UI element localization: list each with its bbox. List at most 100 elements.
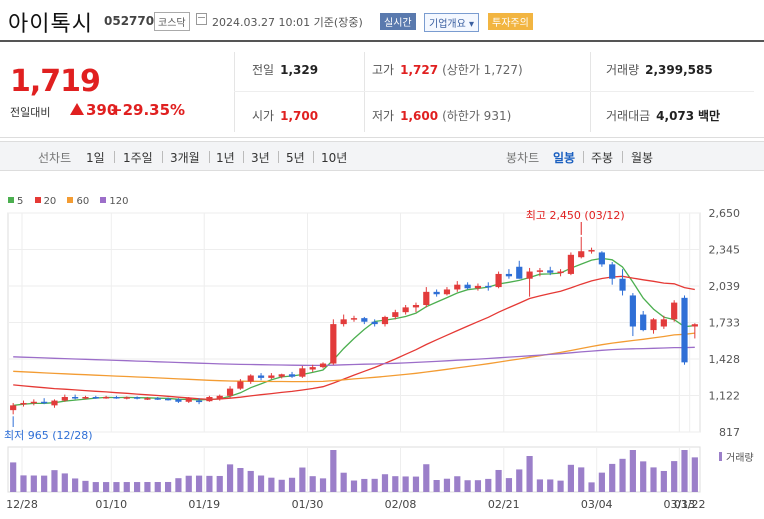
volume-bar <box>505 478 513 492</box>
volume-bar <box>237 468 244 492</box>
candle-body <box>598 252 605 265</box>
price-panel: 1,719 전일대비 390 +29.35% 전일 1,329 고가 1,727 (상… <box>0 44 764 138</box>
current-price: 1,719 <box>10 64 101 99</box>
y-tick-label: 1,733 <box>709 317 741 330</box>
volume-bar <box>547 479 554 492</box>
period-1y[interactable]: 1년 <box>216 151 235 165</box>
candle-body <box>640 314 647 331</box>
candle-body <box>61 396 68 401</box>
volume-bar <box>309 476 316 492</box>
stat-volume: 거래량 2,399,585 <box>606 63 713 77</box>
volume-bar <box>526 456 533 492</box>
candle-chart-label: 봉차트 <box>506 151 540 165</box>
volume-bar <box>412 476 420 492</box>
candle-daily[interactable]: 일봉 <box>553 151 576 165</box>
legend-ma60: 60 <box>67 196 89 207</box>
candle-body <box>474 285 482 289</box>
candle-body <box>154 398 161 400</box>
period-5y[interactable]: 5년 <box>286 151 305 165</box>
candle-body <box>392 312 399 317</box>
candle-body <box>671 302 678 320</box>
volume-bar <box>330 450 337 492</box>
volume-bar <box>681 450 688 492</box>
candle-body <box>443 289 451 295</box>
volume-bar <box>381 474 389 492</box>
period-1d[interactable]: 1일 <box>86 151 105 165</box>
divider <box>313 151 314 163</box>
candle-body <box>433 291 440 295</box>
volume-bar <box>113 482 120 492</box>
ma60-line <box>13 332 695 383</box>
period-bar: 선차트 1일 1주일 3개월 1년 3년 5년 10년 봉차트 일봉 주봉 월봉 <box>0 141 764 171</box>
volume-bar <box>402 476 409 492</box>
ma-legend: 5 20 60 120 <box>8 196 137 207</box>
company-overview-button[interactable]: 기업개요 ▾ <box>424 13 479 32</box>
stat-low: 저가 1,600 (하한가 931) <box>372 109 512 123</box>
divider <box>162 151 163 163</box>
candle-body <box>485 285 492 288</box>
candle-body <box>516 266 523 279</box>
volume-bar <box>629 450 636 492</box>
candle-body <box>361 318 368 322</box>
x-tick-label: 02/08 <box>385 498 417 511</box>
volume-bar <box>319 478 327 492</box>
volume-bar <box>51 470 58 492</box>
volume-bar <box>278 479 285 492</box>
volume-bar <box>247 470 254 492</box>
stat-open: 시가 1,700 <box>252 109 319 123</box>
volume-bar <box>41 475 48 492</box>
candle-body <box>423 291 430 305</box>
x-tick-label: 02/21 <box>488 498 520 511</box>
candle-body <box>278 374 285 377</box>
volume-bar <box>10 462 17 492</box>
volume-bar <box>392 476 399 492</box>
volume-bar <box>185 475 192 492</box>
volume-bar <box>671 461 678 492</box>
volume-legend-swatch <box>719 452 722 461</box>
candle-body <box>619 278 626 291</box>
x-tick-label: 12/28 <box>6 498 38 511</box>
candle-body <box>319 363 327 368</box>
low-annotation: 최저 965 (12/28) <box>4 429 93 442</box>
divider <box>243 151 244 163</box>
volume-bar <box>144 482 151 492</box>
investment-warning-badge: 투자주의 <box>488 13 533 30</box>
candle-body <box>247 375 254 382</box>
candle-body <box>402 307 409 313</box>
candle-body <box>371 321 378 325</box>
volume-bar <box>350 480 358 492</box>
y-tick-label: 1,122 <box>709 390 741 403</box>
volume-bar <box>20 475 27 492</box>
candle-body <box>330 324 337 364</box>
period-10y[interactable]: 10년 <box>321 151 348 165</box>
divider <box>234 91 754 92</box>
up-triangle-icon <box>70 103 84 115</box>
candle-body <box>103 396 110 399</box>
candle-body <box>237 381 244 389</box>
volume-bar <box>226 464 234 492</box>
volume-bar <box>454 476 461 492</box>
candle-body <box>299 368 306 377</box>
volume-bar <box>423 464 430 492</box>
candle-body <box>505 273 513 277</box>
candle-body <box>526 271 533 279</box>
divider <box>209 151 210 163</box>
realtime-button[interactable]: 실시간 <box>380 13 416 30</box>
candle-monthly[interactable]: 월봉 <box>631 151 654 165</box>
candle-body <box>268 375 275 378</box>
volume-bar <box>195 475 203 492</box>
volume-bar <box>30 475 37 492</box>
stock-header: 아이톡시 052770 코스닥 2024.03.27 10:01 기준(장중) … <box>0 0 764 42</box>
candle-body <box>92 396 99 399</box>
candle-weekly[interactable]: 주봉 <box>591 151 614 165</box>
period-3y[interactable]: 3년 <box>251 151 270 165</box>
legend-ma5: 5 <box>8 196 23 207</box>
volume-bar <box>650 467 657 492</box>
period-3m[interactable]: 3개월 <box>170 151 200 165</box>
y-tick-label: 2,039 <box>709 280 741 293</box>
volume-bar <box>464 480 471 492</box>
change-percent: +29.35% <box>110 101 186 119</box>
volume-bar <box>61 473 68 492</box>
volume-bar <box>567 464 574 492</box>
period-1w[interactable]: 1주일 <box>123 151 153 165</box>
